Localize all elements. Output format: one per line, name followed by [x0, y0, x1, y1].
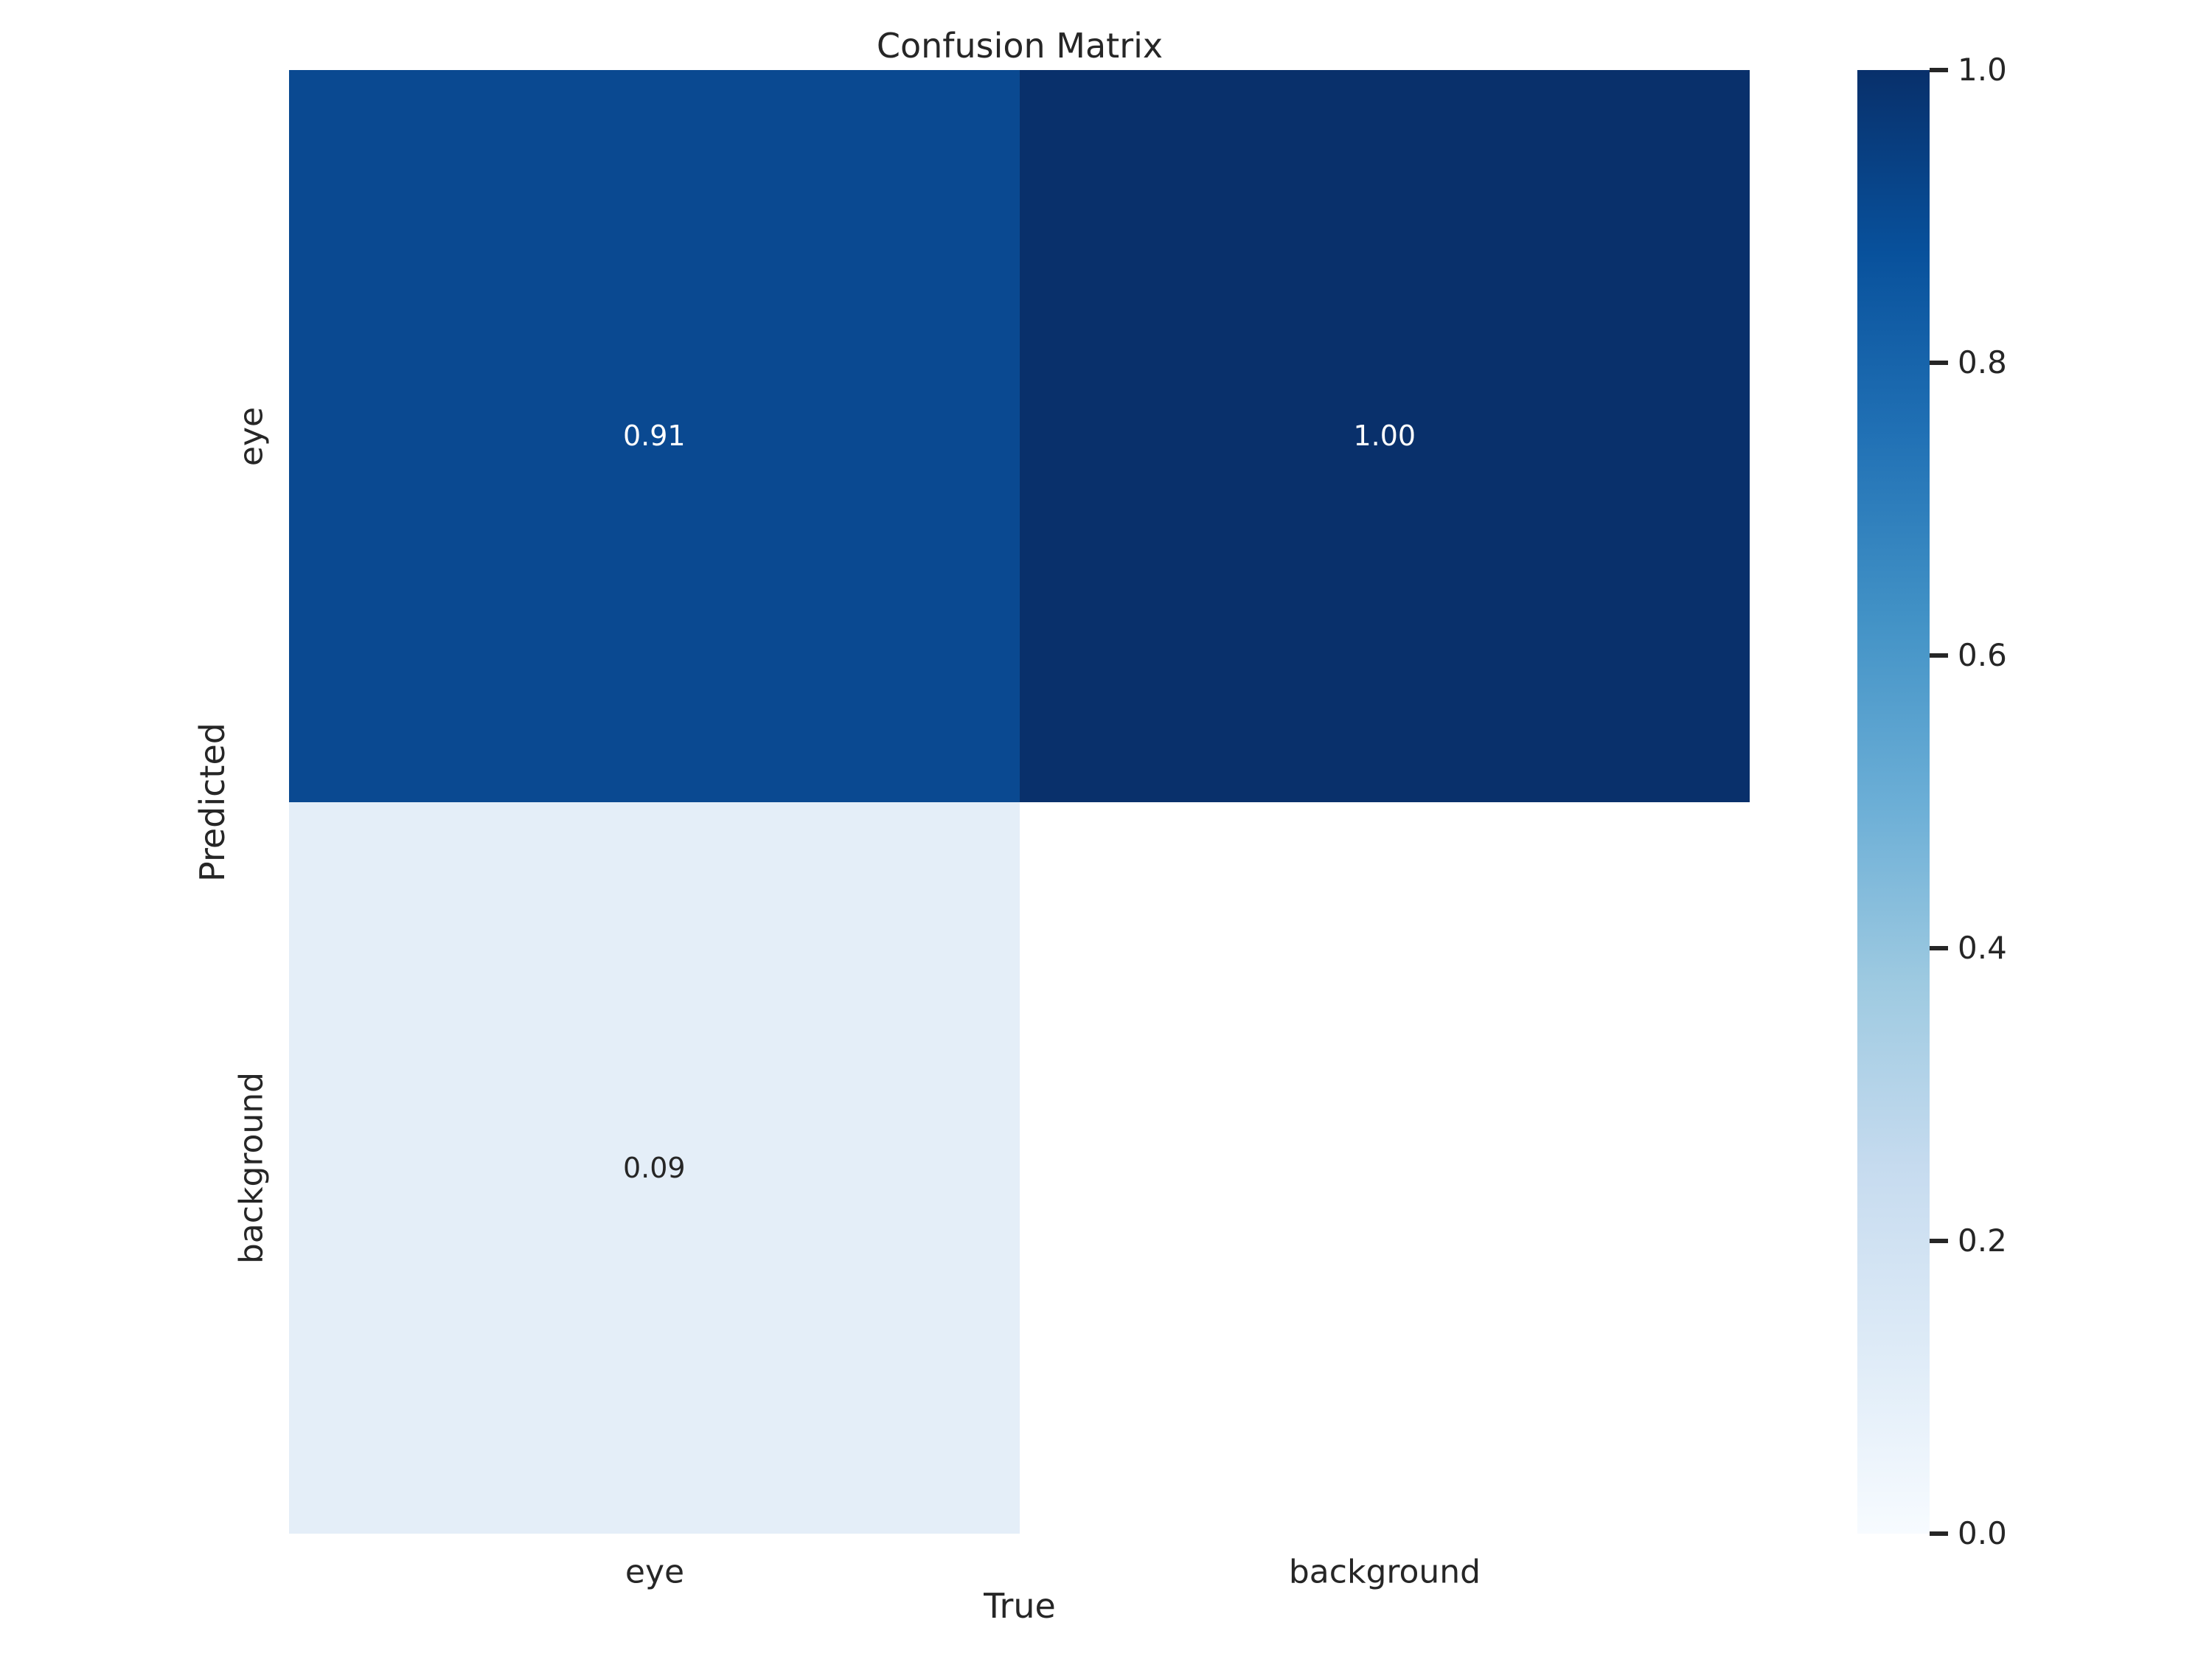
colorbar-tick-mark — [1930, 68, 1948, 72]
y-axis-label: Predicted — [192, 723, 232, 882]
colorbar-tick-label: 0.2 — [1958, 1222, 2007, 1259]
colorbar-tick-label: 0.0 — [1958, 1515, 2007, 1551]
cell-annotation-background-eye: 0.09 — [622, 1151, 686, 1184]
colorbar-tick-mark — [1930, 1239, 1948, 1243]
heatmap-cell-background-eye: 0.09 — [289, 801, 1020, 1534]
colorbar-tick-label: 0.8 — [1958, 344, 2007, 380]
heatmap: 0.91 1.00 0.09 — [289, 70, 1750, 1534]
cell-annotation-eye-background: 1.00 — [1353, 420, 1416, 453]
y-tick-label-background: background — [232, 1071, 271, 1265]
colorbar-tick-mark — [1930, 946, 1948, 950]
colorbar-tick-label: 0.6 — [1958, 637, 2007, 673]
heatmap-cell-eye-background: 1.00 — [1019, 70, 1750, 802]
colorbar-tick-label: 0.4 — [1958, 930, 2007, 966]
colorbar-tick-mark — [1930, 653, 1948, 658]
colorbar-tick-label: 1.0 — [1958, 52, 2007, 88]
heatmap-cell-eye-eye: 0.91 — [289, 70, 1020, 802]
y-tick-label-eye: eye — [232, 406, 271, 467]
colorbar-tick-mark — [1930, 1531, 1948, 1536]
x-tick-label-eye: eye — [625, 1553, 685, 1591]
cell-annotation-eye-eye: 0.91 — [622, 420, 686, 453]
colorbar-tick-mark — [1930, 361, 1948, 365]
colorbar: 1.0 0.8 0.6 0.4 0.2 0.0 — [1857, 55, 2007, 1549]
plot-title: Confusion Matrix — [876, 26, 1164, 66]
x-axis-label: True — [984, 1586, 1056, 1626]
x-tick-label-background: background — [1288, 1553, 1481, 1591]
heatmap-cell-background-background — [1019, 801, 1750, 1534]
